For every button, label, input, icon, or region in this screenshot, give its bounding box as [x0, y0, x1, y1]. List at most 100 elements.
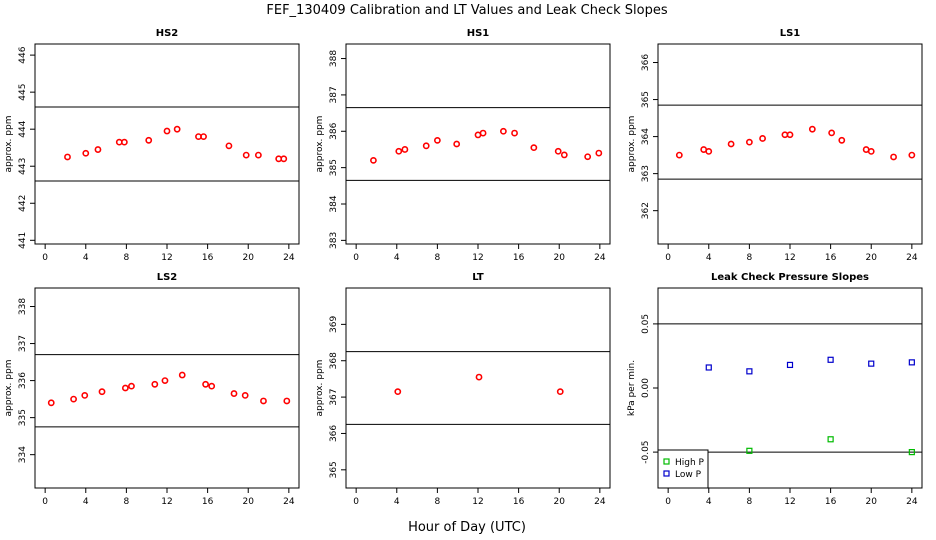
data-point [511, 129, 518, 137]
y-tick-label: 334 [18, 446, 28, 463]
y-tick-label: 365 [329, 461, 339, 478]
x-tick-label: 24 [283, 253, 295, 263]
legend: High P Low P [657, 449, 709, 489]
data-point [151, 380, 159, 388]
data-point [178, 371, 186, 379]
x-tick-label: 20 [554, 253, 566, 263]
panel-title: LS2 [157, 272, 178, 283]
x-tick-label: 12 [161, 497, 172, 507]
x-tick-label: 16 [825, 253, 837, 263]
x-tick-label: 24 [906, 497, 918, 507]
chart-panel-4: LS2 approx. ppm 0 4 8 12 16 20 24 334 335 336 337 338 [4, 272, 300, 507]
plot-frame [657, 43, 923, 245]
y-tick-label: 384 [329, 195, 339, 212]
data-point [786, 361, 794, 369]
data-point [128, 382, 135, 390]
legend-label: High P [675, 458, 705, 468]
data-point [230, 390, 238, 397]
x-tick-label: 20 [554, 497, 566, 507]
x-tick-label: 16 [825, 497, 837, 507]
x-tick-label: 8 [124, 253, 130, 263]
panel-title: Leak Check Pressure Slopes [711, 272, 869, 283]
data-point [98, 388, 106, 396]
data-point [827, 356, 834, 363]
data-point [908, 359, 915, 366]
data-point [173, 125, 181, 133]
data-point [705, 364, 712, 371]
plot-frame [34, 287, 300, 489]
x-tick-label: 0 [42, 497, 48, 507]
y-tick-label: 366 [641, 54, 651, 71]
x-tick-label: 20 [243, 253, 255, 263]
y-tick-label: 445 [18, 84, 28, 101]
data-point [560, 151, 568, 159]
x-tick-label: 0 [42, 253, 48, 263]
data-point [475, 373, 483, 381]
data-point [868, 360, 875, 367]
y-axis-label: approx. ppm [315, 360, 325, 417]
chart-panel-3: LS1 approx. ppm 0 4 8 12 16 20 24 362 363 364 365 366 [627, 28, 923, 263]
y-tick-label: 387 [329, 86, 339, 103]
data-point [727, 140, 735, 148]
data-point [47, 399, 55, 407]
y-axis-label: approx. ppm [315, 116, 325, 173]
x-tick-label: 0 [665, 497, 671, 507]
data-point [867, 148, 875, 155]
data-point [499, 127, 507, 135]
panel-title: HS1 [467, 28, 490, 39]
data-point [283, 397, 291, 405]
x-tick-label: 0 [665, 253, 671, 263]
data-point [595, 149, 603, 157]
data-point [453, 140, 461, 148]
data-point [479, 129, 487, 137]
x-tick-label: 4 [706, 253, 712, 263]
chart-panel-1: HS2 approx. ppm 0 4 8 12 16 20 24 441 442 443 444 445… [4, 28, 300, 263]
y-tick-label: 385 [329, 159, 339, 176]
data-point [145, 136, 153, 144]
y-tick-label: 0.00 [641, 378, 651, 398]
x-tick-label: 12 [784, 497, 795, 507]
data-point [838, 136, 846, 144]
x-tick-label: 24 [594, 253, 606, 263]
x-tick-label: 20 [243, 497, 255, 507]
data-point [401, 146, 409, 153]
x-tick-label: 4 [706, 497, 712, 507]
data-point [433, 136, 441, 144]
x-tick-label: 16 [513, 497, 525, 507]
data-point [82, 149, 90, 157]
y-tick-label: 441 [18, 232, 28, 249]
data-point [64, 153, 71, 161]
y-tick-label: 386 [329, 122, 339, 139]
data-point [394, 388, 402, 396]
data-point [395, 147, 403, 155]
y-axis-label: kPa per min. [627, 360, 637, 416]
data-point [242, 151, 250, 159]
x-tick-label: 20 [866, 253, 878, 263]
y-tick-label: 362 [641, 202, 651, 219]
figure-title: FEF_130409 Calibration and LT Values and… [266, 3, 667, 18]
data-point [584, 153, 592, 161]
x-tick-label: 24 [594, 497, 606, 507]
data-point [70, 395, 77, 403]
x-tick-label: 24 [906, 253, 918, 263]
y-tick-label: 363 [641, 165, 651, 182]
x-tick-label: 4 [83, 253, 89, 263]
y-axis-label: approx. ppm [4, 116, 14, 173]
y-tick-label: 442 [18, 195, 28, 212]
data-point [746, 447, 753, 454]
data-point [94, 146, 102, 153]
legend-box [657, 449, 709, 489]
x-tick-label: 20 [866, 497, 878, 507]
y-tick-label: -0.05 [641, 440, 651, 463]
data-point [530, 144, 538, 152]
y-tick-label: 369 [329, 316, 339, 333]
x-tick-label: 0 [353, 253, 359, 263]
data-point [556, 388, 564, 396]
legend-marker [663, 470, 670, 477]
y-tick-label: 368 [329, 352, 339, 369]
plot-frame [345, 43, 611, 245]
y-tick-label: 337 [18, 335, 28, 352]
x-tick-label: 16 [202, 253, 214, 263]
x-tick-label: 16 [202, 497, 214, 507]
